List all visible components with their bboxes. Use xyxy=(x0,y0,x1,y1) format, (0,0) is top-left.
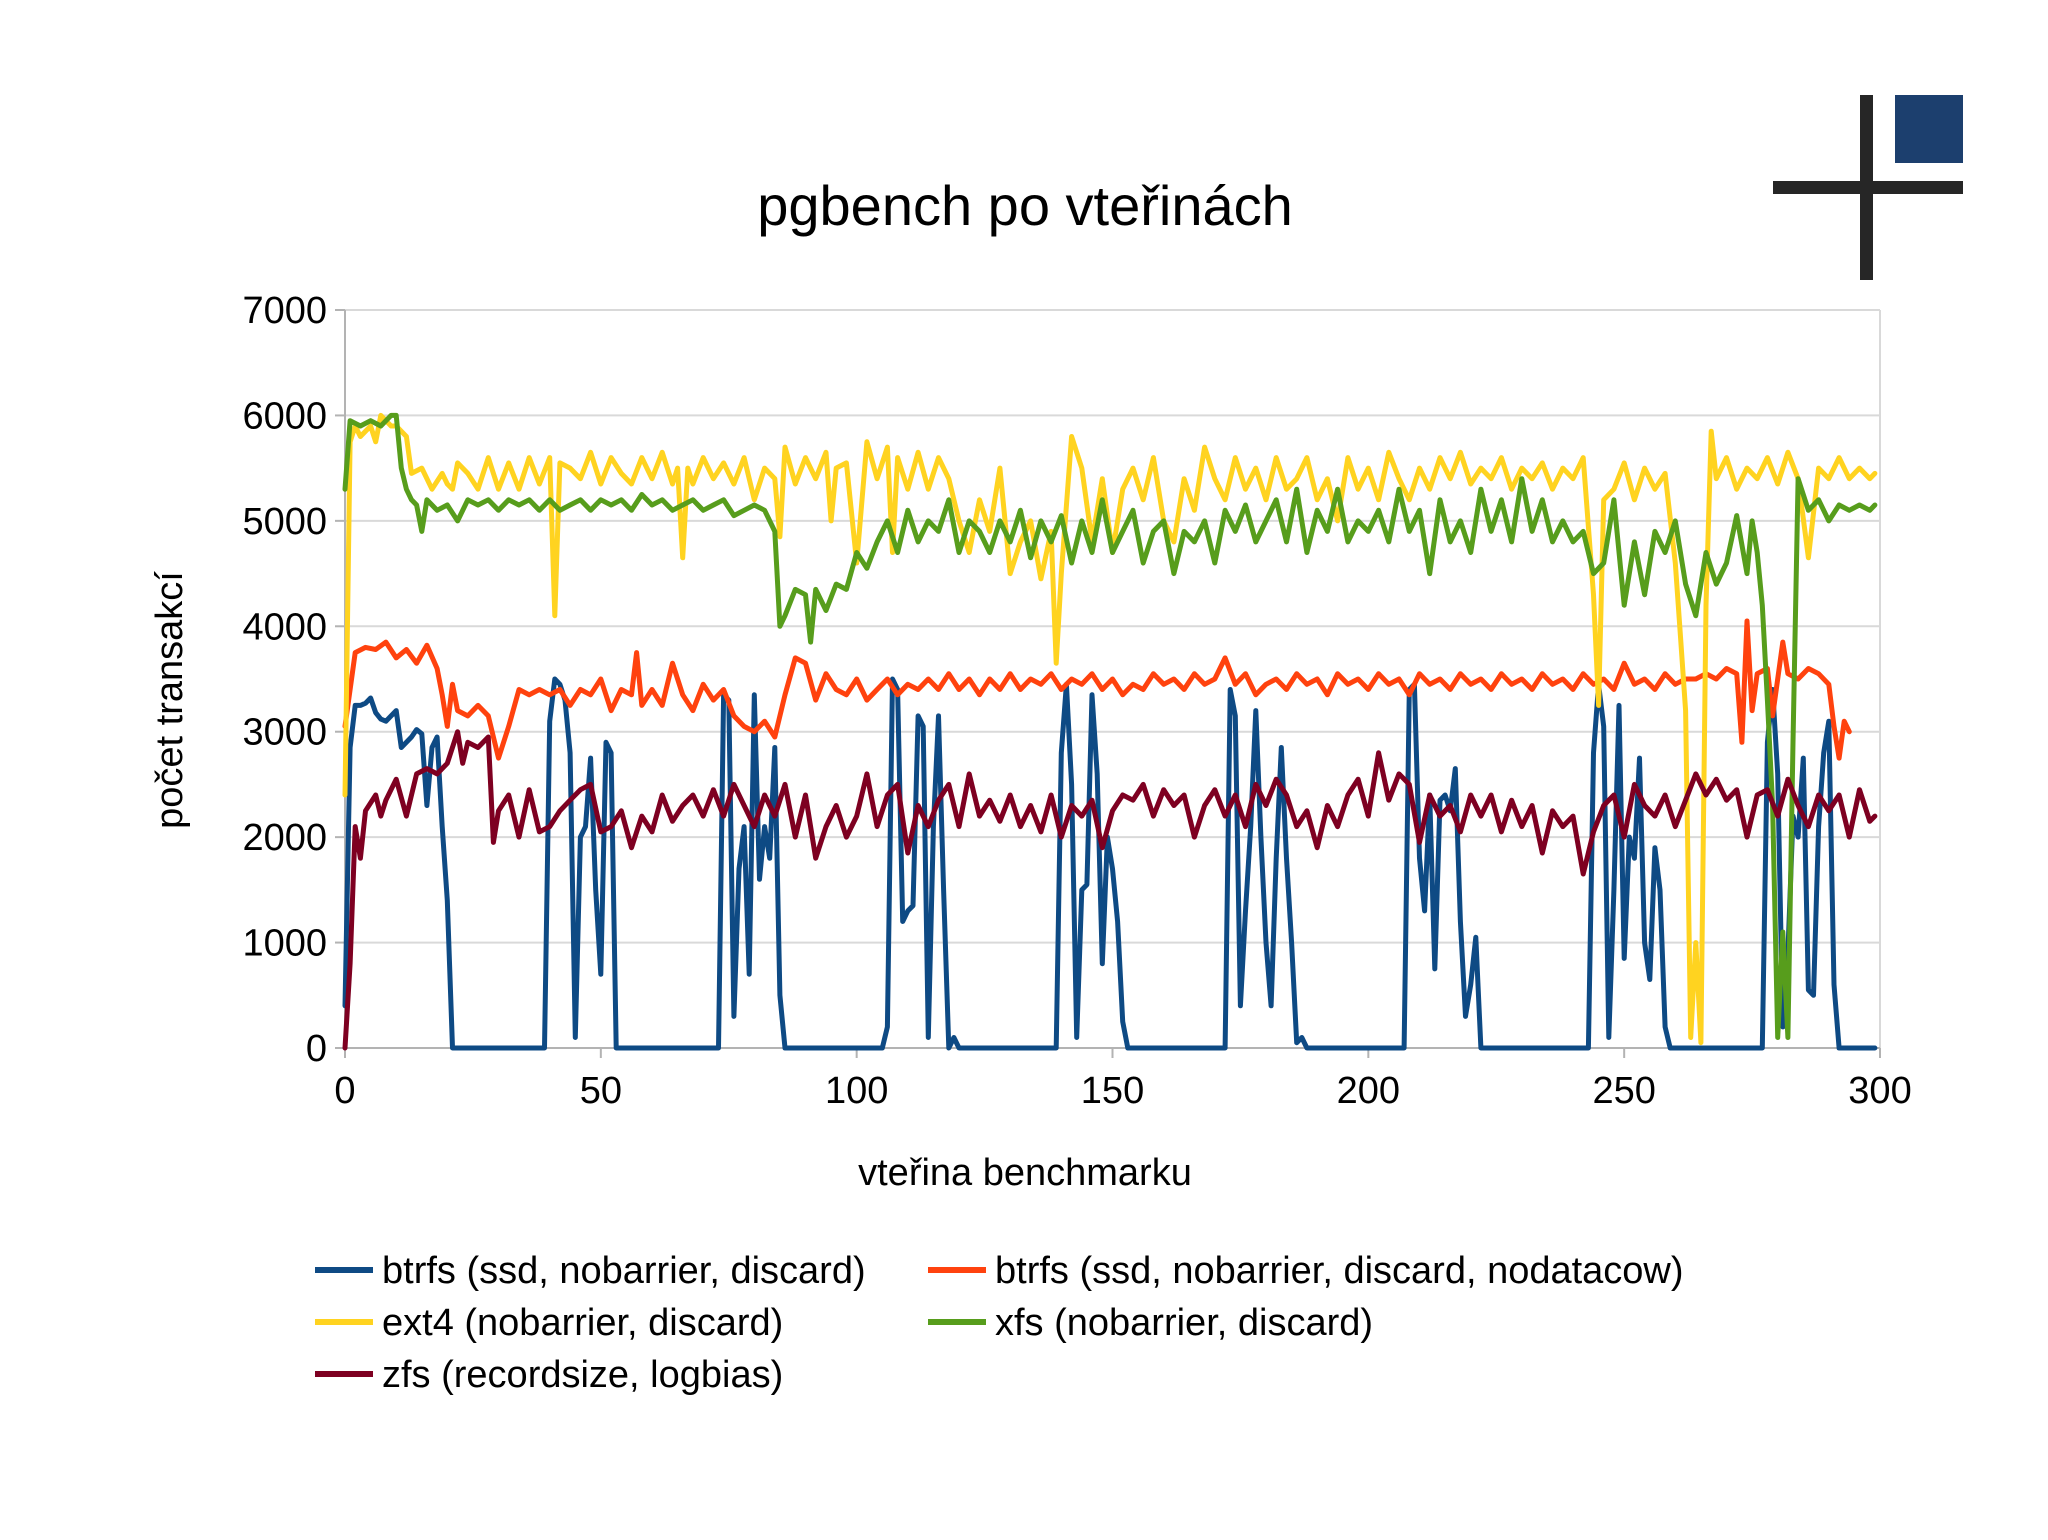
y-axis-ticks: 0 1000 2000 3000 4000 5000 6000 7000 xyxy=(242,290,345,1070)
series-line-5 xyxy=(342,729,1878,1051)
legend: btrfs (ssd, nobarrier, discard) btrfs (ss… xyxy=(315,1250,1684,1396)
x-tick-label-50: 50 xyxy=(580,1070,622,1112)
legend-label-2: btrfs (ssd, nobarrier, discard, nodataco… xyxy=(995,1250,1684,1292)
logo-blue-square xyxy=(1895,95,1963,163)
y-tick-label-2000: 2000 xyxy=(242,817,327,859)
x-tick-label-0: 0 xyxy=(334,1070,355,1112)
legend-item-2: btrfs (ssd, nobarrier, discard, nodataco… xyxy=(928,1250,1684,1292)
logo-horizontal-bar xyxy=(1773,181,1963,194)
legend-item-4: xfs (nobarrier, discard) xyxy=(928,1302,1373,1344)
legend-label-1: btrfs (ssd, nobarrier, discard) xyxy=(382,1250,866,1292)
series-line-1 xyxy=(342,676,1878,1051)
x-tick-label-200: 200 xyxy=(1337,1070,1400,1112)
y-tick-label-0: 0 xyxy=(306,1028,327,1070)
y-tick-label-7000: 7000 xyxy=(242,290,327,332)
x-tick-label-250: 250 xyxy=(1592,1070,1655,1112)
series-line-2 xyxy=(342,618,1852,761)
x-tick-label-300: 300 xyxy=(1848,1070,1911,1112)
legend-label-4: xfs (nobarrier, discard) xyxy=(995,1302,1373,1344)
y-tick-label-3000: 3000 xyxy=(242,712,327,754)
series-line-4 xyxy=(342,412,1878,1040)
legend-item-3: ext4 (nobarrier, discard) xyxy=(315,1302,783,1344)
x-tick-label-100: 100 xyxy=(825,1070,888,1112)
legend-label-3: ext4 (nobarrier, discard) xyxy=(382,1302,783,1344)
y-axis-label: počet transakcí xyxy=(149,571,191,829)
grid-lines xyxy=(345,309,1881,1049)
legend-item-5: zfs (recordsize, logbias) xyxy=(315,1354,783,1396)
legend-label-5: zfs (recordsize, logbias) xyxy=(382,1354,783,1396)
series-lines xyxy=(342,412,1878,1051)
y-tick-label-5000: 5000 xyxy=(242,501,327,543)
x-tick-label-150: 150 xyxy=(1081,1070,1144,1112)
y-tick-label-4000: 4000 xyxy=(242,606,327,648)
x-axis-label: vteřina benchmarku xyxy=(858,1152,1192,1194)
y-tick-label-6000: 6000 xyxy=(242,395,327,437)
chart-title: pgbench po vteřinách xyxy=(757,174,1293,237)
series-line-3 xyxy=(342,412,1878,1046)
y-tick-label-1000: 1000 xyxy=(242,923,327,965)
legend-item-1: btrfs (ssd, nobarrier, discard) xyxy=(315,1250,866,1292)
x-axis-ticks: 0 50 100 150 200 250 300 xyxy=(334,1048,1912,1112)
